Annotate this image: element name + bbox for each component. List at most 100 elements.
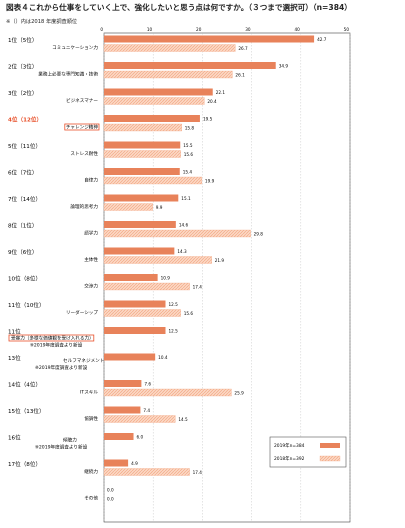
value-label-2019: 4.9 <box>131 461 138 466</box>
value-label-2018: 17.4 <box>193 285 203 290</box>
value-label-2018: 0.0 <box>107 497 114 502</box>
value-label-2018: 9.9 <box>156 205 163 210</box>
bar-2019 <box>104 35 315 43</box>
category-label: 語学力 <box>84 230 98 237</box>
bar-2019 <box>104 353 156 361</box>
bar-2018 <box>103 203 153 211</box>
legend-label-2018: 2018年n=392 <box>274 455 305 462</box>
rank-label: 15位（13位） <box>8 407 45 415</box>
value-label-2019: 0.0 <box>107 488 114 493</box>
value-label-2018: 25.9 <box>234 391 244 396</box>
bar-2019 <box>104 406 141 414</box>
value-label-2019: 14.6 <box>179 223 189 228</box>
value-label-2018: 15.6 <box>184 152 194 157</box>
bar-2018 <box>103 123 182 132</box>
value-label-2019: 19.5 <box>203 117 213 122</box>
x-tick-label: 20 <box>196 27 202 32</box>
bar-2018 <box>103 415 176 423</box>
category-label: 交渉力 <box>84 283 98 290</box>
rank-label: 9位（6位） <box>8 248 38 256</box>
value-label-2018: 20.4 <box>207 99 217 104</box>
bar-2018 <box>103 229 251 238</box>
value-label-2019: 7.4 <box>143 408 150 413</box>
value-label-2018: 17.4 <box>193 470 203 475</box>
rank-label: 7位（14位） <box>8 195 41 203</box>
category-label: 自律力 <box>84 177 98 184</box>
bar-2019 <box>104 380 142 387</box>
value-label-2019: 12.5 <box>169 302 179 307</box>
value-label-2018: 19.9 <box>205 179 215 184</box>
category-label: 業務上必要な専門知識・技術 <box>38 71 98 78</box>
rank-label: 10位（8位） <box>8 275 41 283</box>
rank-label: 2位（3位） <box>8 63 38 71</box>
category-note: ※2019年度調査より新設 <box>35 364 88 371</box>
bar-2018 <box>103 388 232 397</box>
x-tick-label: 10 <box>147 27 153 32</box>
category-label: ストレス耐性 <box>70 150 98 157</box>
bar-2019 <box>104 274 158 281</box>
value-label-2019: 10.4 <box>158 355 168 360</box>
rank-label: 3位（2位） <box>8 89 38 97</box>
rank-label: 16位 <box>8 434 21 442</box>
bar-2019 <box>104 62 276 69</box>
x-tick-label: 40 <box>294 27 300 32</box>
category-note: ※2019年度調査より新設 <box>30 342 83 349</box>
category-label: セルフマネジメント <box>63 358 104 364</box>
bar-2018 <box>103 150 181 158</box>
value-label-2018: 26.7 <box>238 46 248 51</box>
bar-2019 <box>104 433 134 440</box>
rank-label: 8位（1位） <box>8 222 38 230</box>
category-label: 主体性 <box>84 256 98 263</box>
value-label-2019: 42.7 <box>317 37 327 42</box>
bar-2019 <box>104 168 180 175</box>
bar-2019 <box>104 459 129 467</box>
bar-2019 <box>104 247 175 255</box>
value-label-2018: 15.6 <box>184 311 194 316</box>
value-label-2018: 14.5 <box>178 417 188 422</box>
rank-label: 5位（11位） <box>8 142 41 150</box>
value-label-2019: 15.1 <box>181 196 191 201</box>
rank-label: 13位 <box>8 354 21 362</box>
bar-2018 <box>103 70 233 79</box>
rank-label: 11位（10位） <box>8 301 45 309</box>
value-label-2019: 12.5 <box>169 329 179 334</box>
value-label-2019: 34.9 <box>279 64 289 69</box>
legend-label-2019: 2019年n=384 <box>274 442 305 449</box>
value-label-2019: 22.1 <box>216 90 226 95</box>
category-note: ※2019年度調査より新設 <box>35 444 88 451</box>
legend-box <box>269 436 347 468</box>
bar-2018 <box>103 282 190 291</box>
rank-label: 4位（12位） <box>8 116 42 124</box>
bar-2019 <box>104 88 213 96</box>
category-label: 傾聴力 <box>63 437 77 444</box>
bar-2018 <box>103 256 212 264</box>
rank-label: 14位（4位） <box>8 381 41 389</box>
bar-2018 <box>103 468 190 476</box>
bar-2018 <box>103 44 236 52</box>
value-label-2019: 15.5 <box>183 143 193 148</box>
legend-swatch-2018 <box>319 455 341 462</box>
category-label: 受容力（多様な価値観を受け入れる力） <box>11 335 94 342</box>
category-label: 協調性 <box>84 415 98 422</box>
value-label-2019: 7.6 <box>144 382 151 387</box>
category-label: コミュニケーション力 <box>52 44 98 51</box>
category-label: 継続力 <box>84 468 98 475</box>
x-tick-label: 0 <box>100 27 103 32</box>
bar-2019 <box>104 300 166 308</box>
bar-2019 <box>104 141 181 149</box>
bar-2018 <box>103 309 181 317</box>
value-label-2018: 15.8 <box>185 126 195 131</box>
value-label-2018: 26.1 <box>235 73 245 78</box>
chart-note: ※（）内は2018 年度調査順位 <box>6 19 78 25</box>
value-label-2019: 10.9 <box>161 276 171 281</box>
legend-swatch-2019 <box>320 443 340 448</box>
rank-label: 1位（5位） <box>8 36 38 44</box>
bar-2019 <box>104 194 179 202</box>
value-label-2019: 15.4 <box>183 170 193 175</box>
x-tick-label: 30 <box>245 27 251 32</box>
x-tick-label: 50 <box>344 27 350 32</box>
value-label-2018: 21.9 <box>215 258 225 263</box>
category-label: ビジネスマナー <box>66 97 98 104</box>
bar-2019 <box>104 327 166 334</box>
rank-label: 11位 <box>8 328 21 336</box>
